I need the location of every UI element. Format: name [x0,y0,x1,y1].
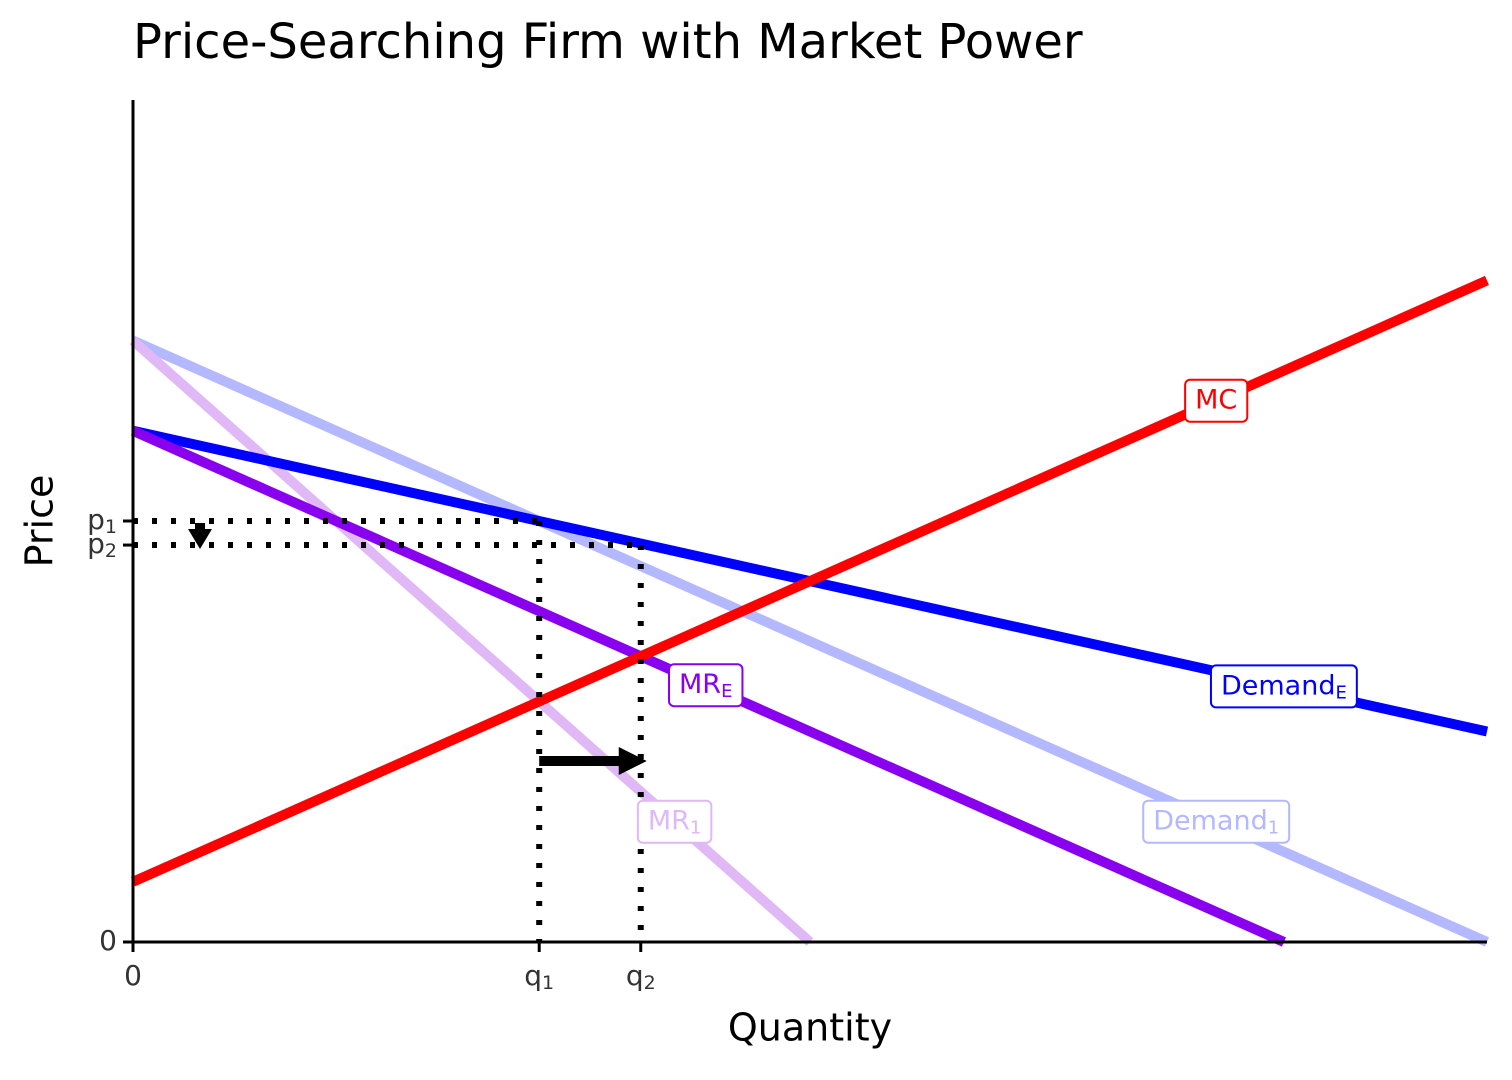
series-label: MC [1184,378,1249,423]
series-line [130,336,1490,947]
series-label: DemandE [1209,664,1358,709]
tick-label-main: q [524,959,542,992]
legend-subscript: E [1335,682,1346,703]
series-label-text: MR1 [648,805,702,839]
series-line [130,275,1490,887]
tick-label-sub: 2 [105,540,117,562]
y-axis-title: Price [18,475,62,568]
tick-label: p1 [87,503,117,538]
legend-name: Demand [1221,670,1336,701]
series-label: MRE [668,663,744,708]
tick-label: q2 [626,959,656,994]
series-label: Demand1 [1142,799,1291,844]
tick-label: q1 [524,959,554,994]
tick-label: p2 [87,527,117,562]
tick-label: 0 [124,959,142,992]
tick-label-sub: 1 [105,516,117,538]
legend-name: MC [1195,384,1237,415]
tick-label: 0 [99,924,117,957]
arrow-head [188,529,212,550]
tick-label-main: q [626,959,644,992]
series-label: MR1 [636,799,713,844]
x-axis-title: Quantity [728,1006,892,1050]
legend-name: MR [679,669,721,700]
legend-name: MR [648,805,690,836]
series-label-text: MC [1195,384,1237,415]
arrow-head [618,747,647,775]
series-label-box [668,663,744,708]
series-line [129,336,814,946]
series-label-text: Demand1 [1153,805,1279,839]
series-label-box [636,799,713,844]
legend-name: Demand [1153,805,1268,836]
tick-label-main: p [87,527,105,560]
tick-label-main: p [87,503,105,536]
legend-subscript: E [721,681,732,702]
series-label-text: DemandE [1221,670,1347,704]
series-label-box [1209,664,1358,709]
legend-subscript: 1 [690,818,701,839]
tick-label-sub: 1 [542,972,554,994]
chart-title: Price-Searching Firm with Market Power [133,14,1083,70]
series-label-text: MRE [679,669,732,703]
legend-subscript: 1 [1268,818,1279,839]
series-label-box [1184,378,1249,423]
tick-label-sub: 2 [644,972,656,994]
series-label-box [1142,799,1291,844]
